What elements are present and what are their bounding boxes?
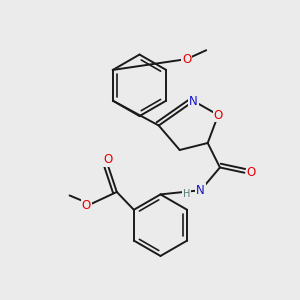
Text: H: H [183,189,190,199]
Text: N: N [189,94,198,107]
Text: N: N [196,184,205,197]
Text: O: O [247,166,256,179]
Text: O: O [82,200,91,212]
Text: O: O [182,52,191,66]
Text: O: O [103,153,113,166]
Text: O: O [214,109,223,122]
